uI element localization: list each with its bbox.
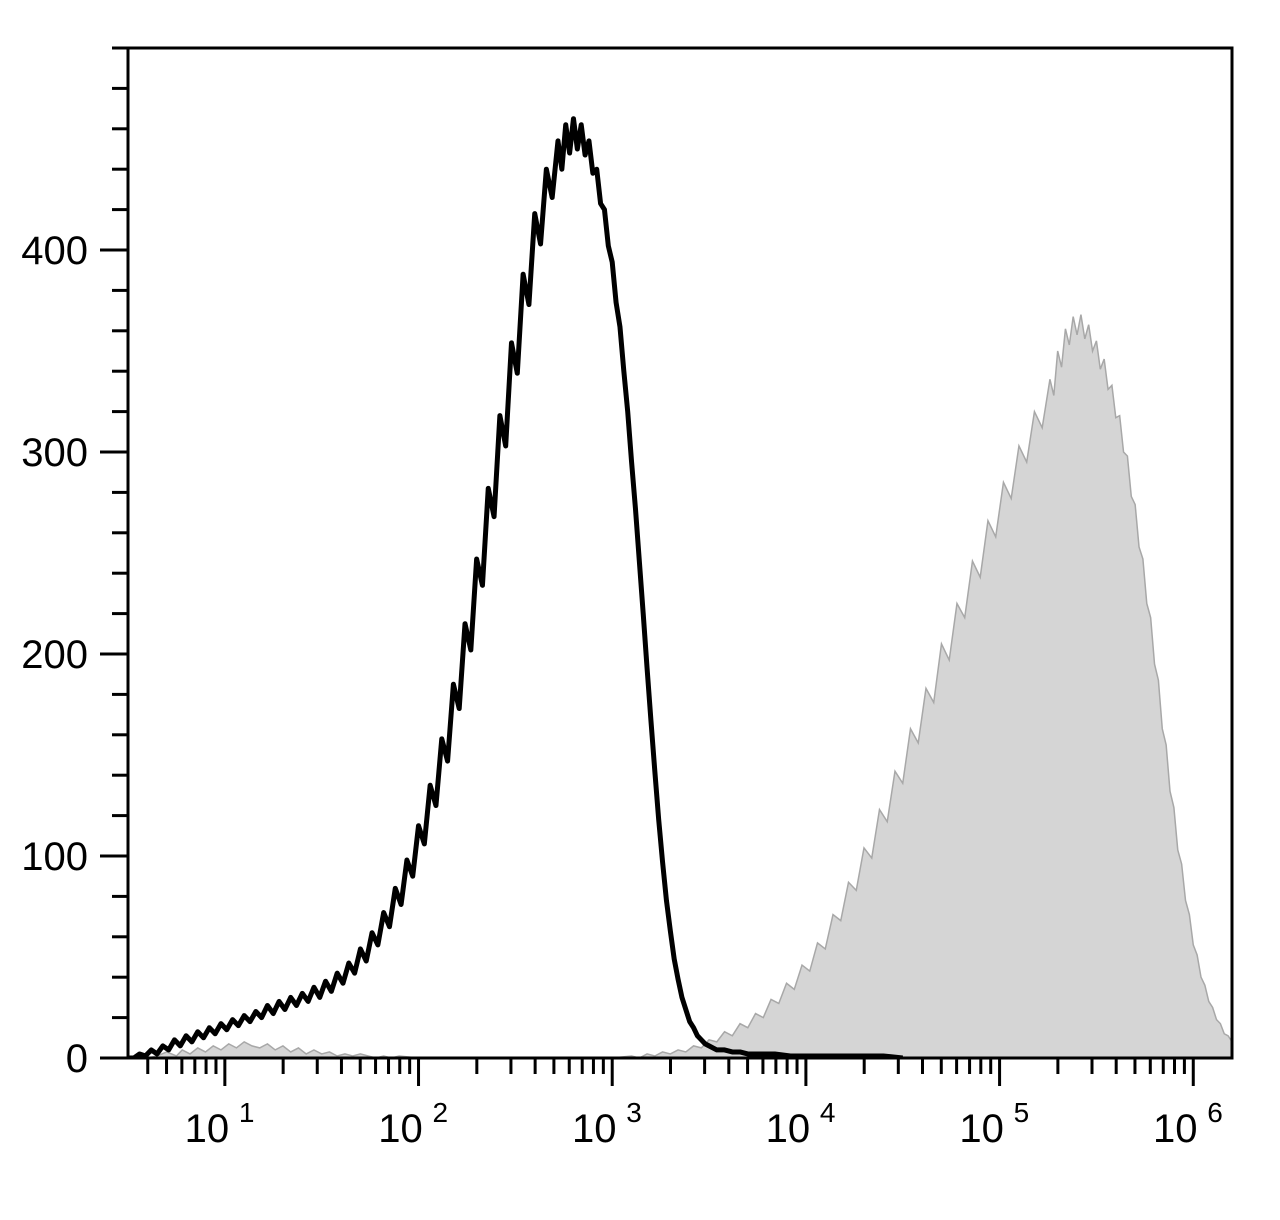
x-tick-label: 10: [959, 1107, 1004, 1151]
x-tick-label-exp: 1: [239, 1097, 255, 1128]
y-tick-label: 300: [21, 431, 88, 475]
x-tick-label-exp: 6: [1207, 1097, 1223, 1128]
x-tick-label-exp: 5: [1014, 1097, 1030, 1128]
x-tick-label: 10: [766, 1107, 811, 1151]
x-tick-label: 10: [1153, 1107, 1198, 1151]
y-tick-label: 200: [21, 633, 88, 677]
x-tick-label: 10: [185, 1107, 230, 1151]
x-tick-label-exp: 2: [433, 1097, 449, 1128]
x-tick-label-exp: 4: [820, 1097, 836, 1128]
y-tick-label: 0: [66, 1037, 88, 1081]
x-tick-label: 10: [572, 1107, 617, 1151]
x-tick-label: 10: [378, 1107, 423, 1151]
y-tick-label: 400: [21, 229, 88, 273]
x-tick-label-exp: 3: [626, 1097, 642, 1128]
flow-cytometry-histogram: 10 1 10 2 10 3 10 4 10 5 10 6 0 100 200 300 400: [0, 0, 1280, 1220]
chart-svg: 10 1 10 2 10 3 10 4 10 5 10 6 0 100 200 300 400: [0, 0, 1280, 1220]
y-tick-label: 100: [21, 835, 88, 879]
